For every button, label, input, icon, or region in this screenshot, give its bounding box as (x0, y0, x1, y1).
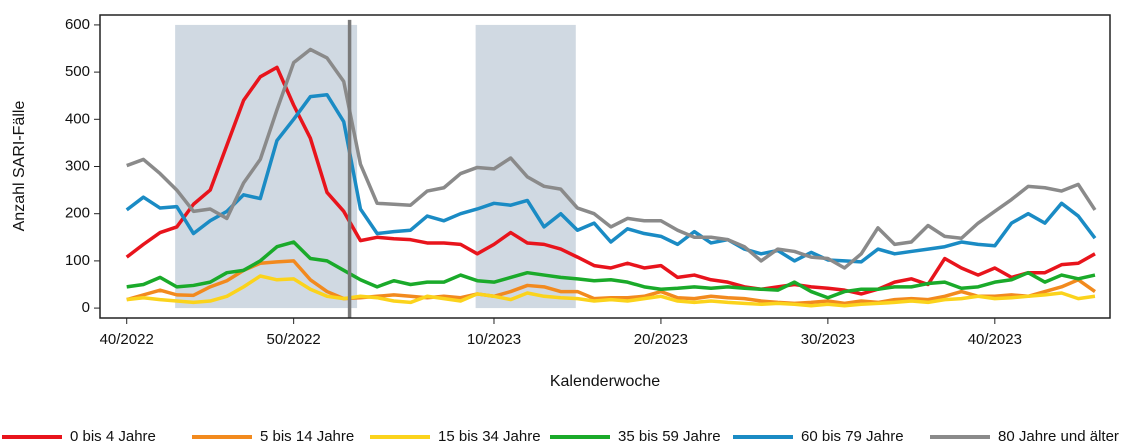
x-tick-label: 50/2022 (267, 331, 321, 348)
y-tick-label: 300 (65, 157, 90, 174)
legend-label: 35 bis 59 Jahre (618, 428, 721, 445)
plot-frame (99, 14, 1111, 319)
legend-label: 15 bis 34 Jahre (438, 428, 541, 445)
y-tick-label: 400 (65, 110, 90, 127)
x-tick-label: 40/2023 (968, 331, 1022, 348)
y-tick-label: 100 (65, 252, 90, 269)
y-tick-label: 500 (65, 63, 90, 80)
legend-label: 80 Jahre und älter (998, 428, 1119, 445)
y-tick-label: 600 (65, 16, 90, 33)
x-tick-label: 10/2023 (467, 331, 521, 348)
series-line (126, 259, 1096, 306)
series-line (125, 93, 1097, 264)
shaded-period (175, 24, 358, 309)
x-tick-label: 20/2023 (634, 331, 688, 348)
x-axis-label: Kalenderwoche (550, 373, 660, 390)
x-tick-label: 40/2022 (100, 331, 154, 348)
y-tick-label: 0 (82, 299, 90, 316)
shaded-period (475, 24, 576, 309)
series-line (126, 274, 1096, 308)
series-line (126, 47, 1097, 270)
x-tick-label: 30/2023 (801, 331, 855, 348)
y-tick-label: 200 (65, 205, 90, 222)
legend-label: 60 bis 79 Jahre (801, 428, 904, 445)
series-line (125, 65, 1096, 296)
y-axis-label: Anzahl SARI-Fälle (11, 101, 28, 232)
legend-label: 0 bis 4 Jahre (70, 428, 156, 445)
legend-label: 5 bis 14 Jahre (260, 428, 354, 445)
series-line (126, 240, 1096, 300)
